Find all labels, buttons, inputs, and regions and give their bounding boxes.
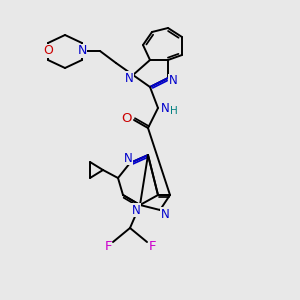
Text: N: N xyxy=(160,208,169,220)
Text: N: N xyxy=(160,101,169,115)
Text: N: N xyxy=(132,203,140,217)
Text: N: N xyxy=(169,74,177,88)
Text: F: F xyxy=(148,241,156,254)
Text: O: O xyxy=(43,44,53,58)
Text: N: N xyxy=(130,203,140,217)
Text: H: H xyxy=(170,106,178,116)
Text: F: F xyxy=(104,241,112,254)
Text: N: N xyxy=(124,71,134,85)
Text: O: O xyxy=(122,112,132,124)
Text: N: N xyxy=(124,152,132,164)
Text: N: N xyxy=(77,44,87,58)
